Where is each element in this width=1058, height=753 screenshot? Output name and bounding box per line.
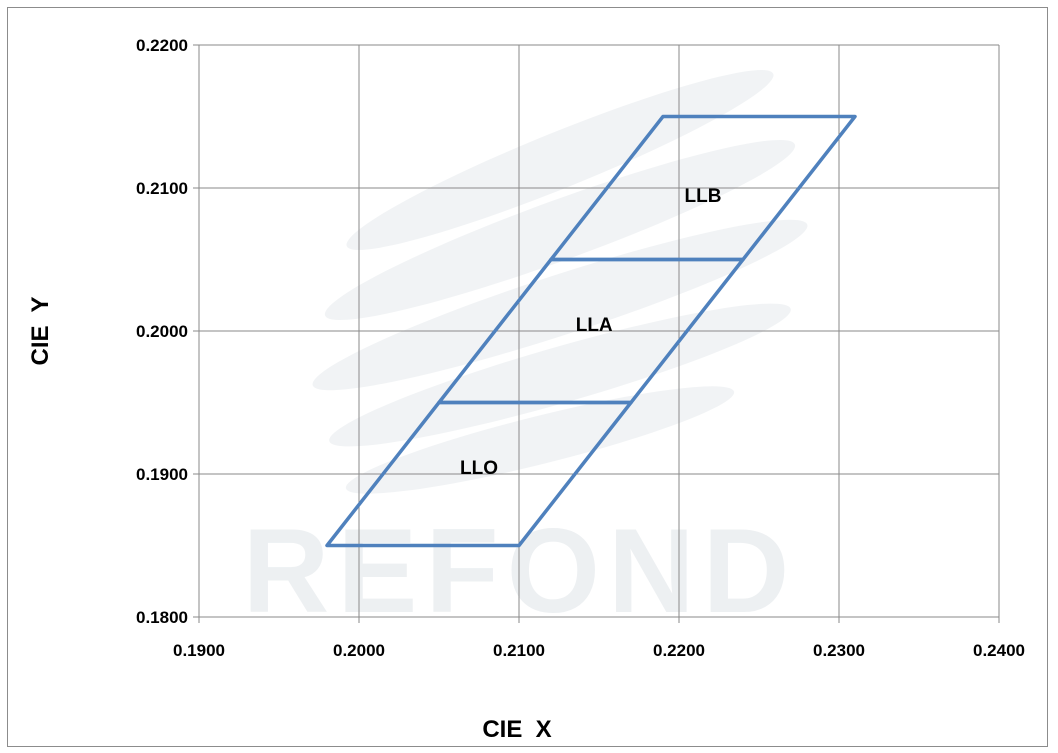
y-tick-label: 0.1900 [136,465,188,484]
y-tick-label: 0.1800 [136,608,188,627]
x-tick-label: 0.2200 [653,641,705,660]
x-tick-label: 0.2000 [333,641,385,660]
y-axis-title: CIE Y [27,297,54,366]
tick-labels: 0.1900 0.2000 0.2100 0.2200 0.2300 0.2400 0.18… [136,36,1025,660]
watermark-text: REFOND [243,504,798,638]
y-tick-label: 0.2100 [136,179,188,198]
x-tick-label: 0.2400 [973,641,1025,660]
x-axis-title: CIE X [482,716,551,743]
y-tick-label: 0.2000 [136,322,188,341]
y-tick-label: 0.2200 [136,36,188,55]
region-label-lla: LLA [576,315,613,336]
bin-region-llb [549,114,857,262]
x-tick-label: 0.2100 [493,641,545,660]
x-tick-label: 0.2300 [813,641,865,660]
region-label-llb: LLB [685,186,722,207]
x-tick-label: 0.1900 [173,641,225,660]
gridlines [193,44,1000,623]
refond-watermark: REFOND [243,70,808,638]
region-label-llo: LLO [460,458,498,479]
bin-regions: LLO LLA LLB [325,114,857,548]
